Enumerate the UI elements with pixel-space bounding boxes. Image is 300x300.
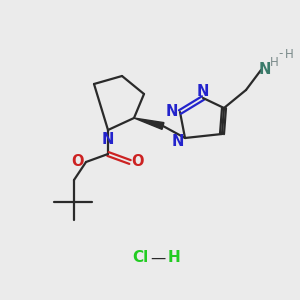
Text: —: — [150, 250, 166, 266]
Text: -: - [279, 47, 283, 61]
Text: O: O [72, 154, 84, 169]
Text: N: N [166, 104, 178, 119]
Text: H: H [168, 250, 180, 266]
Text: H: H [270, 56, 278, 68]
Text: Cl: Cl [132, 250, 148, 266]
Polygon shape [134, 118, 164, 129]
Text: H: H [285, 47, 293, 61]
Text: N: N [259, 62, 271, 77]
Text: N: N [197, 83, 209, 98]
Text: O: O [131, 154, 143, 169]
Text: N: N [172, 134, 184, 148]
Text: N: N [102, 131, 114, 146]
